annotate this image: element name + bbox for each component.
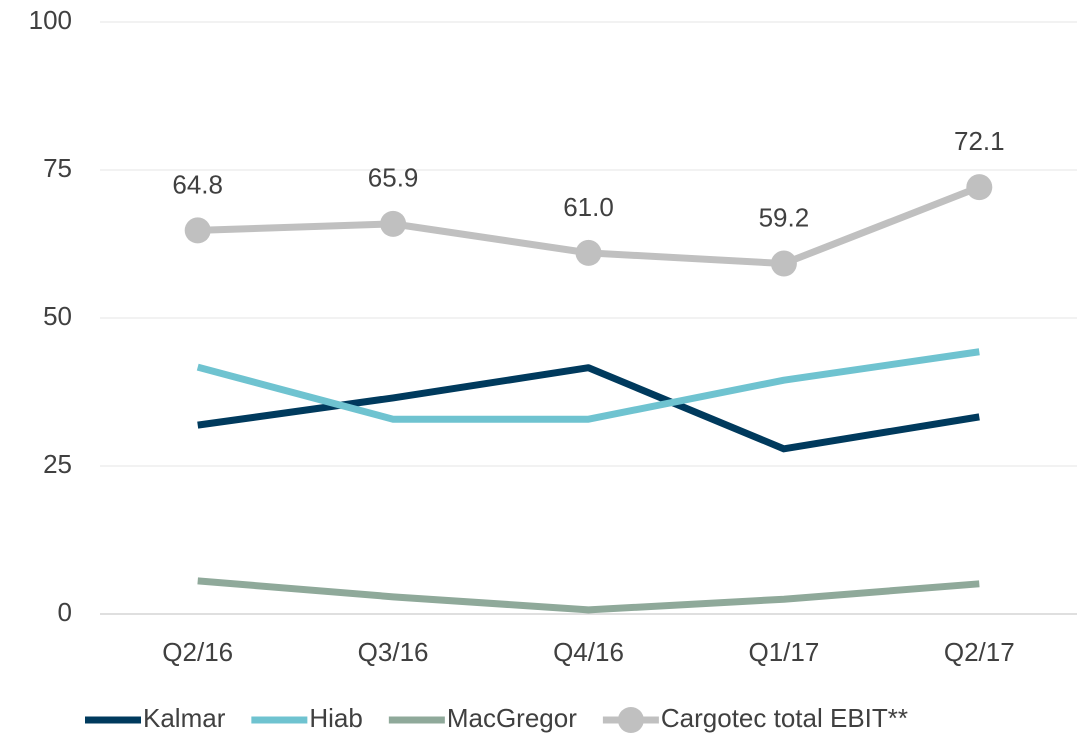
y-tick-label: 50 (43, 301, 72, 331)
legend-label: Hiab (309, 703, 362, 733)
y-tick-label: 25 (43, 449, 72, 479)
x-tick-label: Q1/17 (748, 637, 819, 667)
legend-label: MacGregor (447, 703, 577, 733)
series-line (196, 348, 980, 423)
data-label: 61.0 (563, 192, 614, 222)
y-tick-label: 75 (43, 153, 72, 183)
legend-label: Kalmar (143, 703, 226, 733)
x-tick-label: Q4/16 (553, 637, 624, 667)
point-marker (184, 217, 211, 244)
legend-label: Cargotec total EBIT** (661, 703, 908, 733)
series-line (197, 577, 980, 614)
point-marker (770, 250, 797, 277)
data-label: 64.8 (172, 169, 223, 199)
y-tick-label: 0 (58, 597, 72, 627)
data-label: 65.9 (368, 163, 419, 193)
point-marker (966, 174, 993, 201)
y-tick-label: 100 (29, 5, 72, 35)
x-tick-label: Q2/17 (944, 637, 1015, 667)
data-label: 59.2 (759, 202, 810, 232)
legend-marker (617, 707, 644, 733)
point-marker (380, 210, 407, 237)
series-line (197, 364, 980, 453)
x-tick-label: Q2/16 (162, 637, 233, 667)
x-tick-label: Q3/16 (358, 637, 429, 667)
data-label: 72.1 (954, 126, 1005, 156)
point-marker (575, 239, 602, 266)
